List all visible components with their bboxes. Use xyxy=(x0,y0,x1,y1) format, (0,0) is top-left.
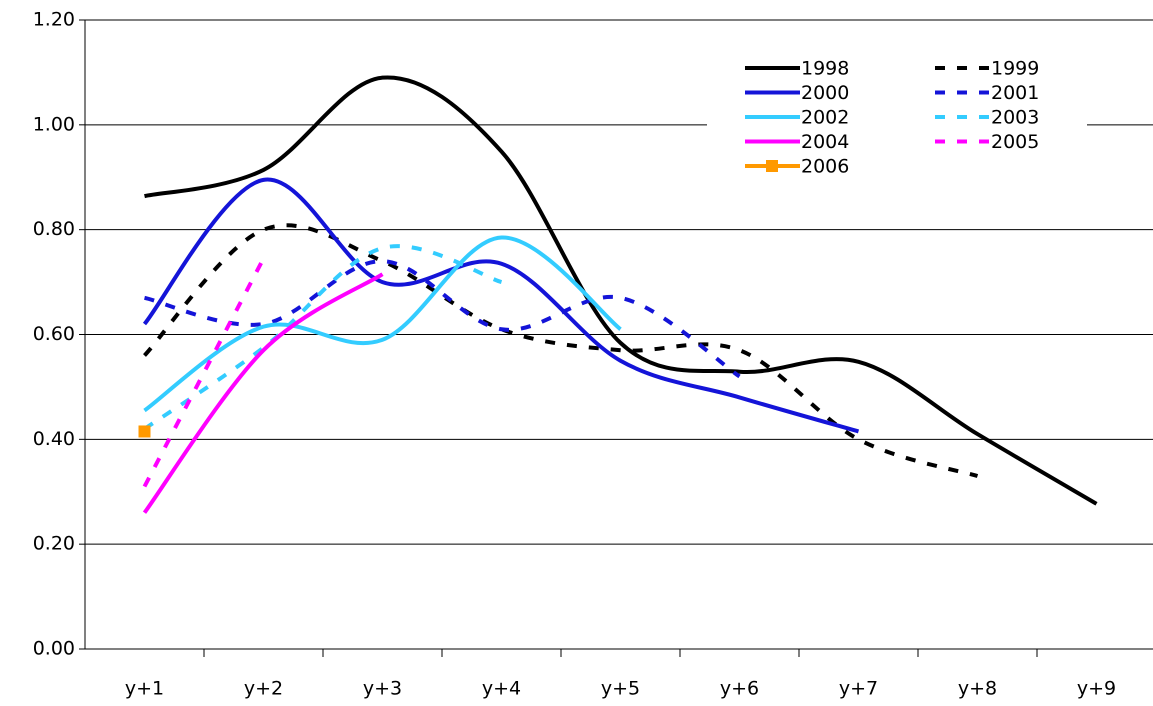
series-marker xyxy=(138,425,151,438)
series-line xyxy=(142,272,384,514)
y-tick-label: 1.20 xyxy=(33,9,75,31)
legend-label: 2005 xyxy=(991,131,1039,153)
y-tick-label: 0.80 xyxy=(33,218,75,240)
legend-label: 2001 xyxy=(991,82,1039,104)
x-tick-label: y+3 xyxy=(363,678,402,700)
x-tick-label: y+5 xyxy=(601,678,640,700)
x-tick-label: y+2 xyxy=(244,678,283,700)
legend-label: 2003 xyxy=(991,107,1039,129)
series-line xyxy=(144,75,1098,506)
legend-label: 2002 xyxy=(801,107,849,129)
series-line xyxy=(142,177,860,434)
legend-label: 1999 xyxy=(991,58,1039,80)
y-tick-label: 0.00 xyxy=(33,638,75,660)
y-tick-label: 0.60 xyxy=(33,323,75,345)
legend-label: 2006 xyxy=(801,156,849,178)
series-line xyxy=(142,257,266,488)
legend-label: 2000 xyxy=(801,82,849,104)
y-tick-label: 1.00 xyxy=(33,113,75,135)
series-line xyxy=(143,244,503,431)
x-tick-label: y+7 xyxy=(839,678,878,700)
legend-label: 2004 xyxy=(801,131,849,153)
x-tick-label: y+1 xyxy=(125,678,164,700)
x-tick-label: y+4 xyxy=(482,678,521,700)
series-line xyxy=(144,259,741,379)
series-line xyxy=(143,223,979,478)
x-tick-label: y+6 xyxy=(720,678,759,700)
y-tick-label: 0.20 xyxy=(33,533,75,555)
series-line xyxy=(143,235,622,413)
x-tick-label: y+9 xyxy=(1077,678,1116,700)
legend-label: 1998 xyxy=(801,58,849,80)
y-tick-label: 0.40 xyxy=(33,428,75,450)
x-tick-label: y+8 xyxy=(958,678,997,700)
legend-marker xyxy=(766,160,778,172)
